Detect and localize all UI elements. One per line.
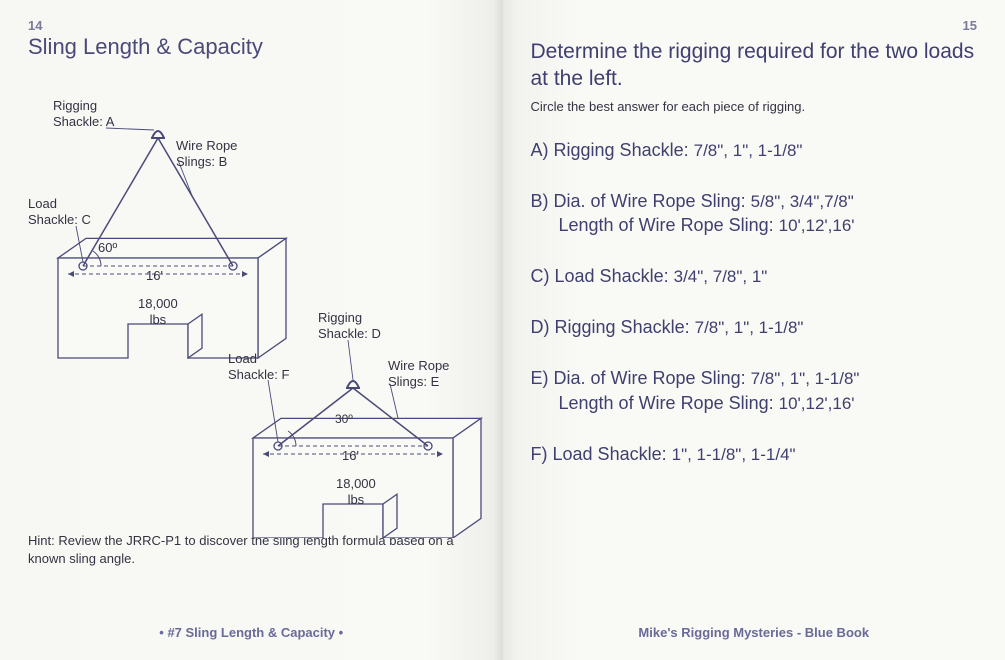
answer-choices: 7/8", 1", 1-1/8": [695, 318, 804, 337]
answer-choices: 7/8", 1", 1-1/8": [694, 141, 803, 160]
answer-item: E) Dia. of Wire Rope Sling: 7/8", 1", 1-…: [531, 366, 978, 416]
label-wire-b: Wire Rope Slings: B: [176, 138, 237, 169]
question-title: Determine the rigging required for the t…: [531, 38, 978, 93]
answer-choices: 5/8", 3/4",7/8": [751, 192, 854, 211]
answer-label: Dia. of Wire Rope Sling:: [554, 368, 746, 388]
answer-sub-choices: 10',12',16': [779, 216, 855, 235]
answer-sub: Length of Wire Rope Sling: 10',12',16': [559, 213, 978, 238]
answer-letter: C): [531, 266, 550, 286]
label-wire-e: Wire Rope Slings: E: [388, 358, 449, 389]
answer-item: F) Load Shackle: 1", 1-1/8", 1-1/4": [531, 442, 978, 467]
right-page: 15 Determine the rigging required for th…: [503, 0, 1005, 660]
label-rigging-a: Rigging Shackle: A: [53, 98, 114, 129]
answer-item: D) Rigging Shackle: 7/8", 1", 1-1/8": [531, 315, 978, 340]
label-width1: 16': [146, 268, 163, 284]
label-load-c: Load Shackle: C: [28, 196, 91, 227]
answer-choices: 3/4", 7/8", 1": [674, 267, 768, 286]
page-number-left: 14: [28, 18, 42, 33]
diagram-area: Rigging Shackle: A Wire Rope Slings: B L…: [28, 68, 475, 528]
label-weight2: 18,000 lbs: [336, 476, 376, 507]
answer-letter: A): [531, 140, 549, 160]
label-load-f: Load Shackle: F: [228, 351, 289, 382]
label-angle2: 30º: [335, 412, 353, 426]
answer-label: Load Shackle:: [555, 266, 669, 286]
rigging-diagram-svg: [28, 68, 488, 538]
answer-letter: E): [531, 368, 549, 388]
left-title: Sling Length & Capacity: [28, 34, 475, 60]
answers-list: A) Rigging Shackle: 7/8", 1", 1-1/8" B) D…: [531, 138, 978, 468]
answer-choices: 7/8", 1", 1-1/8": [751, 369, 860, 388]
answer-label: Rigging Shackle:: [554, 140, 689, 160]
right-footer: Mike's Rigging Mysteries - Blue Book: [531, 625, 978, 640]
answer-letter: B): [531, 191, 549, 211]
answer-label: Load Shackle:: [553, 444, 667, 464]
answer-letter: D): [531, 317, 550, 337]
label-rigging-d: Rigging Shackle: D: [318, 310, 381, 341]
label-width2: 16': [342, 448, 359, 464]
answer-sub-choices: 10',12',16': [779, 394, 855, 413]
answer-sub: Length of Wire Rope Sling: 10',12',16': [559, 391, 978, 416]
answer-choices: 1", 1-1/8", 1-1/4": [672, 445, 796, 464]
left-page: 14 Sling Length & Capacity Rigging Shack…: [0, 0, 503, 660]
answer-item: B) Dia. of Wire Rope Sling: 5/8", 3/4",7…: [531, 189, 978, 239]
answer-item: C) Load Shackle: 3/4", 7/8", 1": [531, 264, 978, 289]
answer-item: A) Rigging Shackle: 7/8", 1", 1-1/8": [531, 138, 978, 163]
question-subtitle: Circle the best answer for each piece of…: [531, 99, 978, 114]
label-weight1: 18,000 lbs: [138, 296, 178, 327]
answer-letter: F): [531, 444, 548, 464]
left-footer: • #7 Sling Length & Capacity •: [28, 625, 475, 640]
answer-label: Dia. of Wire Rope Sling:: [554, 191, 746, 211]
answer-label: Rigging Shackle:: [555, 317, 690, 337]
label-angle1: 60º: [98, 240, 117, 256]
page-number-right: 15: [963, 18, 977, 33]
